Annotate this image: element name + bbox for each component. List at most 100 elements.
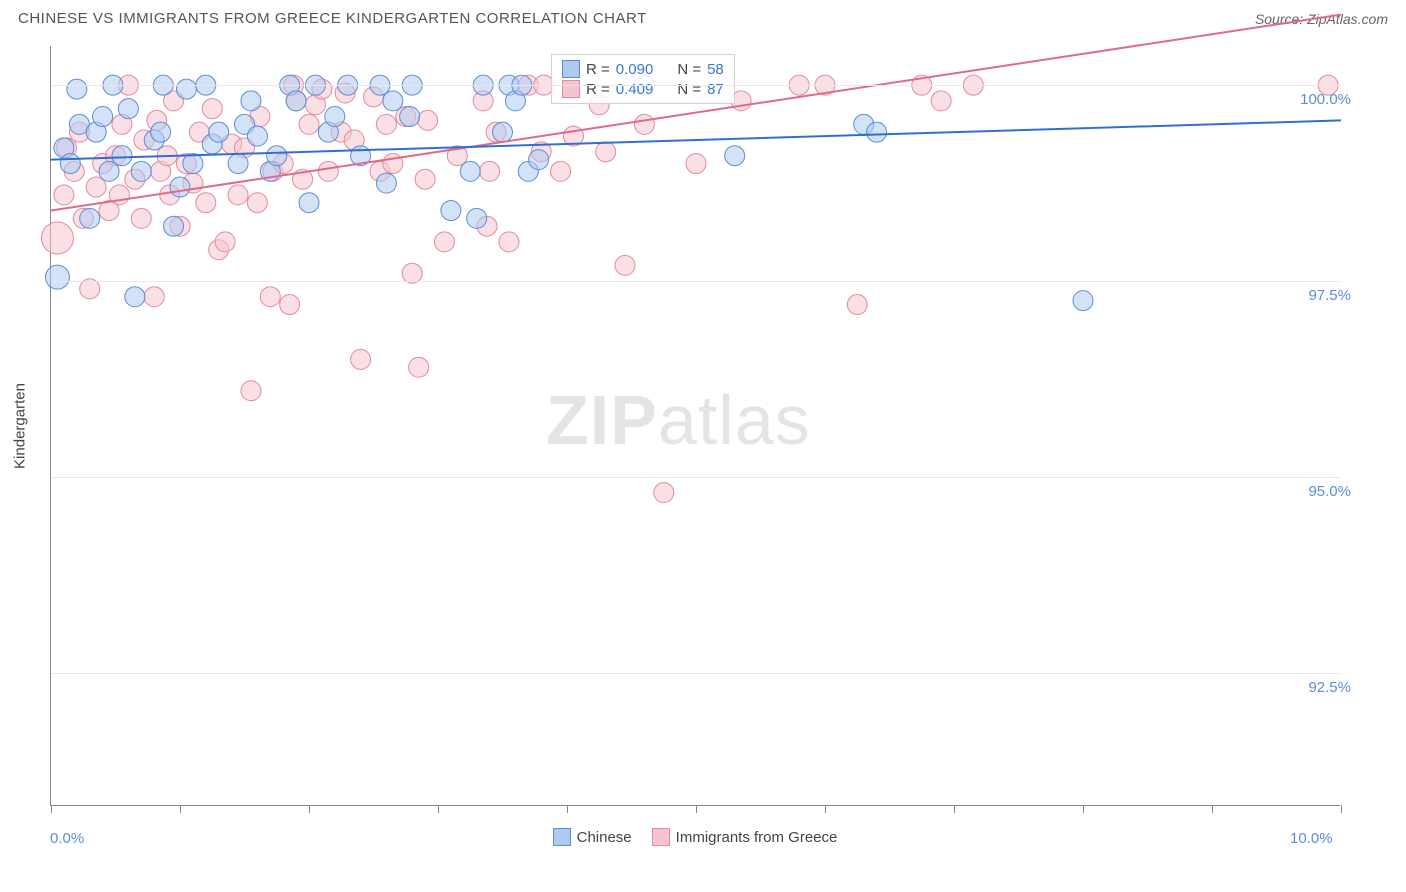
stat-r-value: 0.090 (616, 61, 654, 78)
stat-n-label: N = (677, 81, 701, 98)
scatter-point-pink (409, 357, 429, 377)
gridline (51, 673, 1341, 674)
chart-svg (51, 46, 1341, 806)
stat-r-value: 0.409 (616, 81, 654, 98)
plot-area: ZIPatlas R = 0.090N = 58R = 0.409N = 87 … (50, 46, 1340, 806)
scatter-point-blue (1073, 291, 1093, 311)
scatter-point-blue (125, 287, 145, 307)
series-legend: Chinese Immigrants from Greece (50, 828, 1340, 850)
scatter-point-blue (325, 107, 345, 127)
scatter-point-pink (299, 114, 319, 134)
x-tick (825, 805, 826, 813)
y-tick-label: 92.5% (1261, 679, 1351, 696)
scatter-point-blue (131, 161, 151, 181)
scatter-point-blue (164, 216, 184, 236)
legend-swatch (562, 60, 580, 78)
scatter-point-pink (247, 193, 267, 213)
scatter-point-blue (67, 79, 87, 99)
scatter-point-pink (376, 114, 396, 134)
scatter-point-pink (228, 185, 248, 205)
scatter-point-pink (499, 232, 519, 252)
scatter-point-pink (318, 161, 338, 181)
legend-swatch (553, 828, 571, 846)
scatter-point-blue (112, 146, 132, 166)
y-tick-label: 100.0% (1261, 91, 1351, 108)
scatter-point-blue (383, 91, 403, 111)
stat-n-value: 58 (707, 61, 724, 78)
scatter-point-pink (551, 161, 571, 181)
x-tick (954, 805, 955, 813)
legend-label: Chinese (577, 829, 632, 846)
scatter-point-pink (596, 142, 616, 162)
x-tick (696, 805, 697, 813)
scatter-point-pink (480, 161, 500, 181)
scatter-point-pink (260, 287, 280, 307)
scatter-point-blue (45, 265, 69, 289)
gridline (51, 281, 1341, 282)
scatter-point-pink (54, 185, 74, 205)
y-tick-label: 97.5% (1261, 287, 1351, 304)
scatter-point-blue (460, 161, 480, 181)
x-tick-label: 0.0% (50, 830, 84, 847)
scatter-point-blue (241, 91, 261, 111)
scatter-point-blue (247, 126, 267, 146)
scatter-point-pink (418, 110, 438, 130)
scatter-point-blue (286, 91, 306, 111)
stat-r-label: R = (586, 61, 610, 78)
x-tick (51, 805, 52, 813)
trend-line-pink (51, 15, 1341, 211)
stats-legend: R = 0.090 N = 58 R = 0.409 N = 87 (551, 54, 735, 104)
x-tick-label: 10.0% (1290, 830, 1333, 847)
x-tick (180, 805, 181, 813)
scatter-point-pink (215, 232, 235, 252)
x-tick (309, 805, 310, 813)
scatter-point-pink (280, 295, 300, 315)
stats-row-blue: R = 0.090 N = 58 (562, 59, 724, 79)
stat-r-label: R = (586, 81, 610, 98)
scatter-point-pink (196, 193, 216, 213)
plot-container: Kindergarten ZIPatlas R = 0.090N = 58R =… (50, 46, 1390, 806)
stat-n-label: N = (677, 61, 701, 78)
scatter-point-blue (118, 99, 138, 119)
scatter-point-pink (241, 381, 261, 401)
scatter-point-pink (931, 91, 951, 111)
legend-label: Immigrants from Greece (676, 829, 838, 846)
scatter-point-blue (228, 154, 248, 174)
scatter-point-pink (634, 114, 654, 134)
scatter-point-pink (131, 208, 151, 228)
legend-item-pink: Immigrants from Greece (652, 828, 838, 846)
stats-row-pink: R = 0.409 N = 87 (562, 79, 724, 99)
scatter-point-blue (60, 154, 80, 174)
scatter-point-pink (615, 255, 635, 275)
x-tick (567, 805, 568, 813)
scatter-point-pink (686, 154, 706, 174)
scatter-point-pink (847, 295, 867, 315)
scatter-point-blue (867, 122, 887, 142)
y-tick-label: 95.0% (1261, 483, 1351, 500)
stat-n-value: 87 (707, 81, 724, 98)
scatter-point-blue (400, 107, 420, 127)
scatter-point-blue (183, 154, 203, 174)
scatter-point-blue (93, 107, 113, 127)
y-axis-title: Kindergarten (12, 383, 29, 469)
scatter-point-blue (176, 79, 196, 99)
scatter-point-pink (415, 169, 435, 189)
scatter-point-pink (383, 154, 403, 174)
scatter-point-pink (41, 222, 73, 254)
scatter-point-pink (654, 483, 674, 503)
x-tick (1083, 805, 1084, 813)
gridline (51, 477, 1341, 478)
scatter-point-blue (467, 208, 487, 228)
gridline (51, 85, 1341, 86)
scatter-point-blue (376, 173, 396, 193)
x-tick (1212, 805, 1213, 813)
x-tick (438, 805, 439, 813)
scatter-point-pink (434, 232, 454, 252)
scatter-point-blue (267, 146, 287, 166)
chart-title: CHINESE VS IMMIGRANTS FROM GREECE KINDER… (18, 10, 647, 27)
scatter-point-pink (351, 349, 371, 369)
legend-swatch (652, 828, 670, 846)
scatter-point-blue (209, 122, 229, 142)
scatter-point-blue (441, 201, 461, 221)
scatter-point-blue (493, 122, 513, 142)
